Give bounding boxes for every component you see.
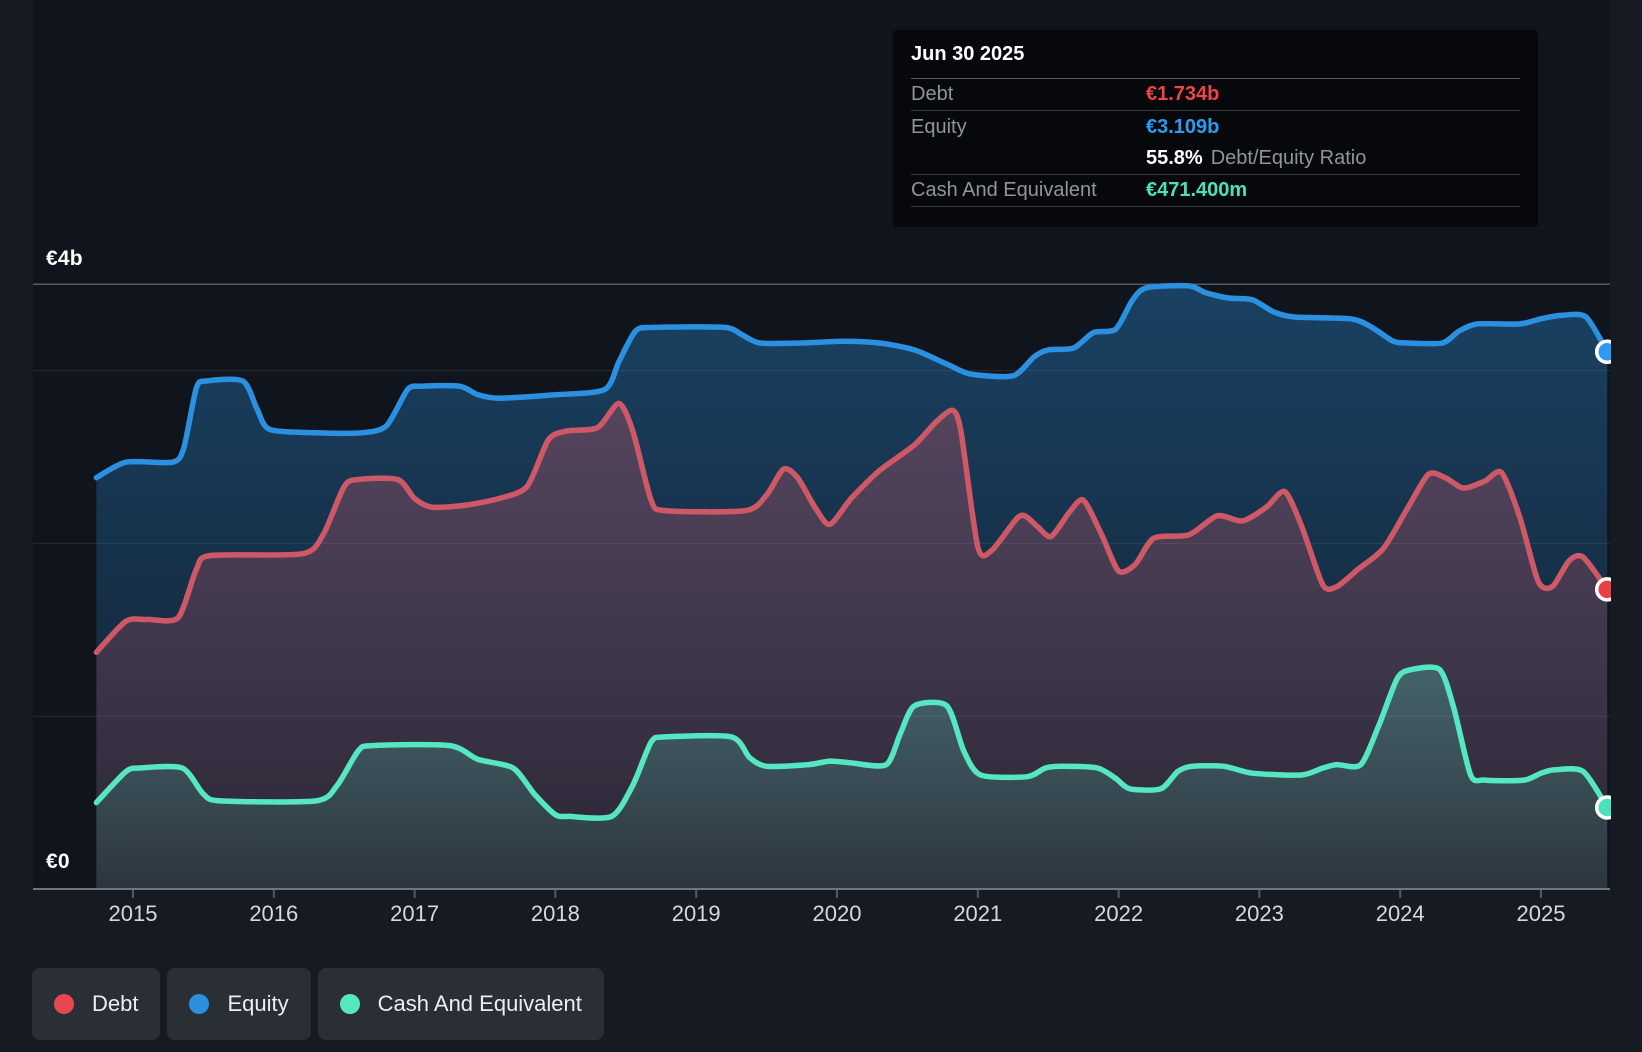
cash-area <box>96 667 1608 889</box>
debt-line[interactable] <box>93 400 1610 656</box>
x-axis-label-2025: 2025 <box>1516 901 1566 926</box>
equity-end-dot[interactable] <box>1594 339 1618 365</box>
legend-label: Debt <box>92 991 139 1016</box>
legend-label: Cash And Equivalent <box>377 991 582 1016</box>
cash-end-dot[interactable] <box>1594 795 1618 820</box>
chart-tooltip: Jun 30 2025 Debt €1.734b Equity €3.109b 55.8… <box>893 30 1538 227</box>
x-axis-label-2023: 2023 <box>1234 901 1284 926</box>
tooltip-row-label: Equity <box>911 115 967 138</box>
cash-line[interactable] <box>93 664 1610 821</box>
legend-pill-equity[interactable]: Equity <box>167 968 311 1040</box>
tooltip-row-ratio: 55.8% Debt/Equity Ratio <box>911 143 1520 175</box>
tooltip-ratio-label: Debt/Equity Ratio <box>1210 147 1367 169</box>
x-axis-label-2019: 2019 <box>671 901 721 926</box>
cash-legend-dot-icon <box>339 994 360 1014</box>
x-axis-label-2022: 2022 <box>1094 901 1144 926</box>
debt-legend-dot-icon <box>54 994 74 1014</box>
legend-pill-cash[interactable]: Cash And Equivalent <box>317 968 604 1040</box>
tooltip-row-cash-and-equivalent: Cash And Equivalent €471.400m <box>911 175 1520 207</box>
tooltip-row-debt: Debt €1.734b <box>911 79 1520 111</box>
tooltip-row-label: Cash And Equivalent <box>911 179 1097 201</box>
tooltip-row-value: €3.109b <box>1146 115 1220 138</box>
equity-legend-dot-icon <box>189 994 210 1014</box>
x-axis-label-2015: 2015 <box>108 901 158 926</box>
tooltip-row-value: €1.734b <box>1146 83 1220 105</box>
tooltip-row-value: €471.400m <box>1146 179 1248 201</box>
tooltip-date: Jun 30 2025 <box>911 30 1520 79</box>
y-axis-zero-label: €0 <box>46 850 70 873</box>
legend-label: Equity <box>227 991 289 1016</box>
x-axis-label-2016: 2016 <box>249 901 299 926</box>
legend-pill-debt[interactable]: Debt <box>32 968 161 1040</box>
chart-legend: Debt Equity Cash And Equivalent <box>32 968 604 1040</box>
tooltip-row-label: Debt <box>911 83 954 105</box>
equity-line[interactable] <box>93 282 1610 481</box>
x-axis-label-2018: 2018 <box>530 901 580 926</box>
x-axis-label-2017: 2017 <box>390 901 440 926</box>
tooltip-row-equity: Equity €3.109b <box>911 111 1520 143</box>
x-axis-label-2024: 2024 <box>1375 901 1425 926</box>
x-axis-label-2020: 2020 <box>812 901 862 926</box>
x-axis-label-2021: 2021 <box>953 901 1003 926</box>
debt-end-dot[interactable] <box>1594 577 1618 602</box>
tooltip-ratio-value: 55.8% <box>1146 147 1203 169</box>
y-axis-max-label: €4b <box>46 247 83 270</box>
